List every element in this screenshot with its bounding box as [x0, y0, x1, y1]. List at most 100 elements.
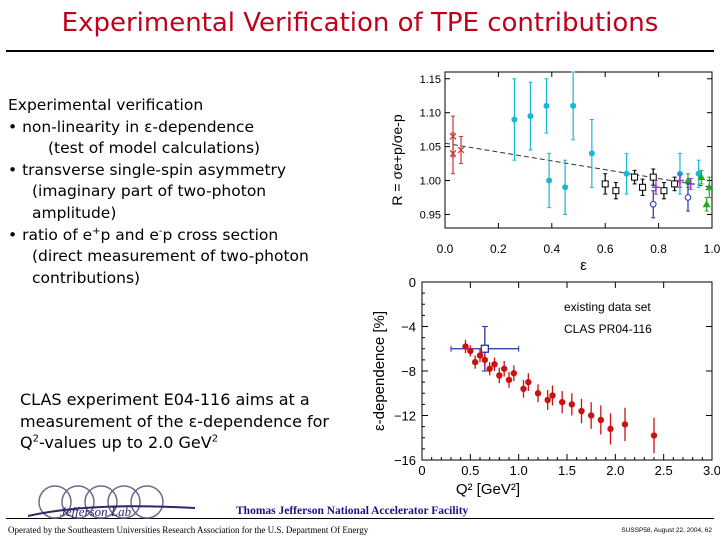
jefferson-lab-logo: Jefferson Lab	[27, 485, 196, 519]
r-ytick-label: 0.95	[420, 209, 441, 221]
eps-data-point	[558, 398, 566, 406]
r-data-point	[449, 149, 457, 157]
clas-line3-sup2: 2	[211, 433, 219, 445]
eps-data-point	[481, 356, 489, 364]
bullet-ssa: • transverse single-spin asymmetry	[8, 160, 287, 179]
eps-data-point	[491, 361, 498, 368]
eps-xtick-label: 0	[418, 463, 425, 478]
r-ytick-label: 1.15	[420, 74, 441, 86]
r-data-point	[697, 173, 706, 181]
r-xtick-label: 0.8	[650, 242, 667, 256]
r-xaxis-label: ε	[580, 257, 587, 274]
eps-xtick-label: 2.0	[606, 463, 624, 478]
r-data-point	[601, 180, 609, 188]
r-data-point	[527, 113, 534, 120]
clas-experiment-text: CLAS experiment E04-116 aims at a measur…	[20, 389, 360, 454]
eps-xaxis-label: Q² [GeV²]	[456, 481, 520, 498]
eps-xtick-label: 1.0	[510, 463, 528, 478]
r-data-point	[705, 183, 714, 191]
eps-yaxis-label: ε-dependence [%]	[371, 311, 388, 431]
footer-rule	[6, 518, 714, 519]
r-data-point	[511, 116, 518, 123]
eps-data-point	[505, 376, 513, 384]
bullet-ratio: • ratio of e+p and e-p cross section	[8, 225, 378, 247]
operated-by: Operated by the Southeastern Universitie…	[8, 525, 369, 535]
eps-data-point	[621, 421, 629, 428]
r-data-point	[684, 194, 692, 201]
clas-line1: CLAS experiment E04-116 aims at a	[20, 390, 310, 409]
eps-data-point	[578, 407, 585, 415]
r-data-point	[543, 102, 550, 109]
r-data-point	[660, 187, 668, 195]
eps-ytick-label: −4	[401, 320, 416, 335]
r-xtick-label: 0.4	[543, 242, 560, 256]
bullet-ratio-c: p cross section	[162, 225, 279, 244]
r-ytick-label: 1.05	[420, 142, 441, 154]
eps-xtick-label: 2.5	[655, 463, 673, 478]
r-plot-frame	[444, 71, 713, 229]
eps-data-point	[568, 401, 576, 408]
r-data-point	[612, 187, 620, 195]
r-xtick-label: 0.2	[490, 242, 507, 256]
eps-data-point	[500, 365, 508, 372]
r-data-point	[562, 184, 569, 191]
r-yaxis-label: R = σe+p/σe-p	[389, 114, 405, 205]
r-xtick-label: 1.0	[704, 242, 720, 256]
eps-data-point	[467, 347, 474, 355]
clas-line3-a: Q	[20, 433, 33, 453]
bullet-ratio-a: • ratio of e	[8, 225, 93, 244]
eps-data-point	[480, 344, 489, 353]
bullet-ratio-sub1: (direct measurement of two-photon	[32, 247, 309, 266]
bullet-ssa-sub1: (imaginary part of two-photon	[32, 182, 267, 201]
eps-data-point	[496, 372, 503, 379]
lab-name: Thomas Jefferson National Accelerator Fa…	[236, 505, 469, 517]
r-data-point	[546, 177, 553, 184]
eps-data-point	[607, 425, 614, 433]
eps-data-point	[534, 390, 542, 397]
eps-data-point	[587, 412, 595, 419]
r-data-point	[702, 200, 711, 208]
verification-text: Experimental verification • non-linearit…	[8, 95, 378, 289]
eps-xtick-label: 3.0	[703, 463, 720, 478]
r-ytick-label: 1.00	[420, 176, 441, 188]
eps-xtick-label: 0.5	[461, 463, 479, 478]
r-data-point	[671, 180, 679, 188]
eps-data-point	[549, 392, 556, 399]
eps-data-point	[462, 343, 469, 350]
r-fit-line	[444, 142, 713, 188]
eps-ytick-label: 0	[409, 275, 416, 290]
eps-xtick-label: 1.5	[558, 463, 576, 478]
r-data-point	[639, 183, 647, 191]
r-xtick-label: 0.0	[437, 242, 454, 256]
eps-data-point	[525, 378, 532, 386]
slide-title: Experimental Verification of TPE contrib…	[61, 8, 659, 38]
eps-data-point	[597, 416, 605, 424]
bullet-ssa-sub2: amplitude)	[32, 203, 117, 222]
conference-label: SUSSP58, August 22, 2004, 62	[621, 527, 712, 534]
bullet-ratio-sup1: +	[92, 225, 101, 237]
clas-line2: measurement of the ε-dependence for	[20, 411, 329, 431]
r-data-point	[631, 173, 639, 181]
clas-line3-sup: 2	[32, 433, 39, 445]
eps-data-point	[650, 432, 658, 439]
r-data-point	[457, 146, 465, 154]
eps-data-point	[510, 370, 518, 377]
r-data-point	[649, 173, 657, 181]
eps-legend-entry: existing data set	[564, 300, 651, 314]
clas-line3: Q2-values up to 2.0 GeV2	[20, 432, 360, 454]
eps-ytick-label: −8	[401, 364, 416, 379]
bullet-ratio-sup2: -	[158, 225, 163, 237]
logo-text: Jefferson Lab	[60, 504, 132, 519]
eps-data-point	[476, 352, 484, 359]
clas-line3-b: -values up to 2.0 GeV	[38, 433, 212, 453]
eps-data-point	[544, 396, 551, 404]
r-data-point	[588, 150, 595, 157]
eps-ytick-label: −12	[394, 409, 416, 424]
r-data-point	[623, 170, 630, 177]
r-data-point	[649, 200, 657, 208]
eps-ytick-label: −16	[394, 453, 416, 468]
eps-data-point	[486, 365, 493, 372]
r-data-point	[570, 102, 577, 109]
verification-heading: Experimental verification	[8, 96, 204, 114]
